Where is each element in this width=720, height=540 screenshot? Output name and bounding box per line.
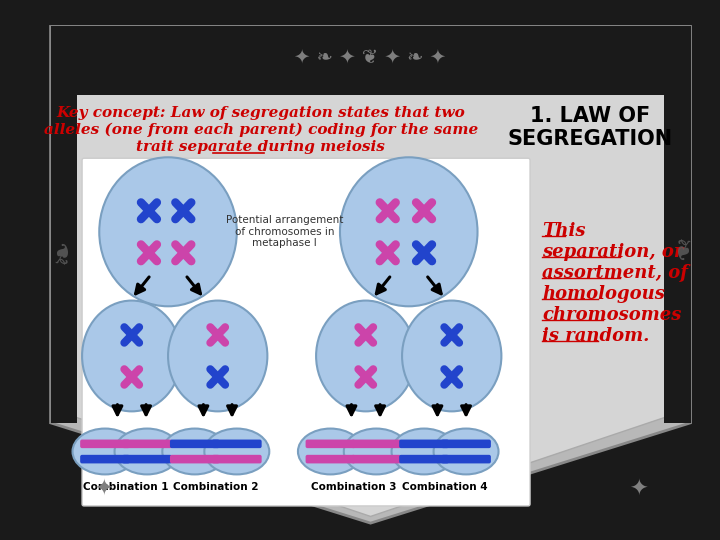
- FancyBboxPatch shape: [305, 455, 355, 463]
- Text: trait separate during meiosis: trait separate during meiosis: [136, 140, 385, 154]
- Bar: [664, 95, 690, 420]
- Polygon shape: [664, 375, 690, 423]
- FancyBboxPatch shape: [212, 455, 261, 463]
- Ellipse shape: [73, 429, 138, 475]
- FancyBboxPatch shape: [351, 455, 401, 463]
- FancyBboxPatch shape: [212, 440, 261, 448]
- Text: This: This: [542, 222, 586, 240]
- Ellipse shape: [162, 429, 228, 475]
- FancyBboxPatch shape: [441, 455, 491, 463]
- Ellipse shape: [82, 301, 181, 411]
- Text: Potential arrangement
of chromosomes in
metaphase I: Potential arrangement of chromosomes in …: [226, 215, 343, 248]
- Text: ✦: ✦: [94, 480, 112, 500]
- Text: homologous: homologous: [542, 285, 665, 303]
- FancyBboxPatch shape: [170, 440, 220, 448]
- Polygon shape: [50, 375, 77, 423]
- Ellipse shape: [392, 429, 456, 475]
- Polygon shape: [70, 40, 672, 516]
- Ellipse shape: [204, 429, 269, 475]
- Text: Key concept: Law of segregation states that two: Key concept: Law of segregation states t…: [56, 106, 465, 120]
- Text: is random.: is random.: [542, 327, 650, 345]
- Text: assortment, of: assortment, of: [542, 264, 688, 282]
- Ellipse shape: [168, 301, 267, 411]
- FancyBboxPatch shape: [441, 440, 491, 448]
- Polygon shape: [50, 26, 690, 523]
- Ellipse shape: [298, 429, 363, 475]
- Text: ✦ ❧ ✦ ❦ ✦ ❧ ✦: ✦ ❧ ✦ ❦ ✦ ❧ ✦: [294, 48, 446, 66]
- FancyBboxPatch shape: [122, 455, 172, 463]
- Bar: [50, 95, 77, 420]
- FancyBboxPatch shape: [399, 455, 449, 463]
- Ellipse shape: [340, 157, 477, 306]
- Ellipse shape: [433, 429, 498, 475]
- Text: separation, or: separation, or: [542, 243, 684, 261]
- Text: Combination 4: Combination 4: [402, 482, 488, 492]
- FancyBboxPatch shape: [170, 455, 220, 463]
- FancyBboxPatch shape: [82, 158, 530, 506]
- FancyBboxPatch shape: [305, 440, 355, 448]
- Text: ❧: ❧: [48, 238, 78, 264]
- Text: Combination 1: Combination 1: [84, 482, 168, 492]
- Text: alleles (one from each parent) coding for the same: alleles (one from each parent) coding fo…: [44, 123, 478, 137]
- Text: ❧: ❧: [664, 238, 693, 264]
- Text: ✦: ✦: [629, 480, 647, 500]
- FancyBboxPatch shape: [351, 440, 401, 448]
- Text: 1. LAW OF
SEGREGATION: 1. LAW OF SEGREGATION: [508, 106, 672, 149]
- FancyBboxPatch shape: [80, 455, 130, 463]
- Text: chromosomes: chromosomes: [542, 306, 682, 325]
- Ellipse shape: [402, 301, 501, 411]
- FancyBboxPatch shape: [122, 440, 172, 448]
- FancyBboxPatch shape: [80, 440, 130, 448]
- Ellipse shape: [99, 157, 237, 306]
- Bar: [50, 26, 690, 95]
- Ellipse shape: [114, 429, 179, 475]
- Text: Combination 2: Combination 2: [173, 482, 258, 492]
- FancyBboxPatch shape: [399, 440, 449, 448]
- Ellipse shape: [343, 429, 409, 475]
- Ellipse shape: [316, 301, 415, 411]
- Text: Combination 3: Combination 3: [310, 482, 396, 492]
